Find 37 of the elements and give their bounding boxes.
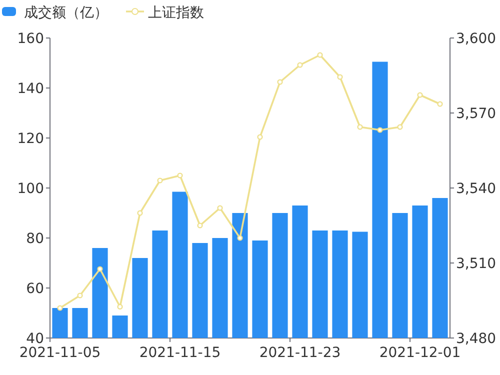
point [357,124,363,130]
y2-tick-label: 3,480 [456,331,496,347]
point [137,210,143,216]
y-tick-label: 100 [17,181,44,197]
x-tick-label: 2021-12-01 [379,345,461,361]
point [217,205,223,211]
point [277,79,283,85]
point [297,62,303,68]
point [157,178,163,184]
point [397,124,403,130]
point [257,134,263,140]
legend-label: 成交额（亿） [24,5,108,21]
point [197,222,203,228]
point [97,266,103,272]
point [417,92,423,98]
point [57,305,63,311]
y2-tick-label: 3,540 [456,181,496,197]
point [237,235,243,241]
point [337,74,343,80]
legend-label: 上证指数 [148,5,204,21]
y2-tick-label: 3,510 [456,256,496,272]
point [177,172,183,178]
point [77,292,83,298]
x-tick-label: 2021-11-23 [259,345,341,361]
point [317,52,323,58]
y-tick-label: 140 [17,81,44,97]
y-tick-label: 160 [17,31,44,47]
point [437,101,443,107]
y2-tick-label: 3,600 [456,31,496,47]
y-tick-label: 80 [26,231,44,247]
point [377,127,383,133]
x-tick-label: 2021-11-05 [19,345,101,361]
x-tick-label: 2021-11-15 [139,345,221,361]
y-tick-label: 60 [26,281,44,297]
y2-tick-label: 3,570 [456,106,496,122]
y-tick-label: 40 [26,331,44,347]
y-tick-label: 120 [17,131,44,147]
